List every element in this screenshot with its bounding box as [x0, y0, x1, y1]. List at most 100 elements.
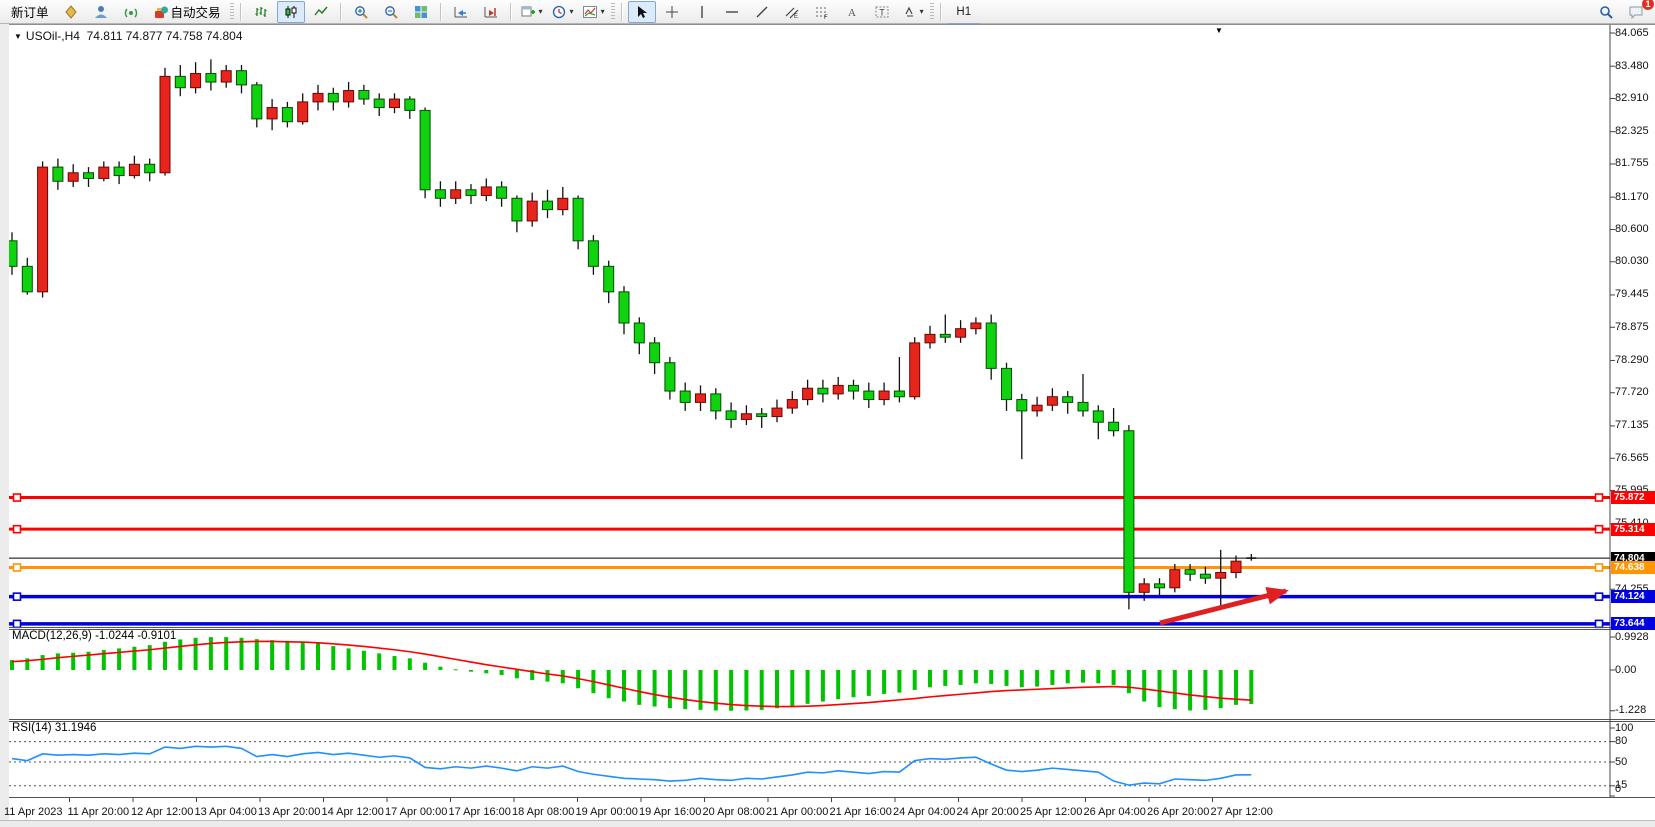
cursor-icon[interactable]: [627, 0, 656, 23]
rsi-line: [11, 745, 1252, 786]
time-label: 20 Apr 08:00: [702, 806, 765, 818]
price-tick: 82.910: [1615, 91, 1649, 104]
hline-handle[interactable]: [1594, 524, 1604, 534]
shift-chart-icon[interactable]: [447, 1, 475, 23]
tile-windows-icon[interactable]: [407, 1, 435, 23]
hline-handle[interactable]: [12, 493, 22, 502]
equidistant-channel-icon[interactable]: E: [778, 1, 806, 23]
candle-body: [664, 362, 676, 392]
time-label: 19 Apr 16:00: [639, 806, 702, 818]
arrows-icon[interactable]: ▾: [898, 1, 927, 23]
price-line-label-73.644: 73.644: [1611, 617, 1655, 631]
hline-handle[interactable]: [1594, 563, 1604, 572]
candle-body: [557, 197, 569, 211]
hline-handle[interactable]: [12, 592, 22, 601]
candle-body: [1215, 572, 1227, 579]
macd-bar: [1126, 670, 1131, 694]
text-label-icon[interactable]: T: [868, 1, 896, 23]
symbol-period: USOil-,H4: [25, 29, 80, 43]
macd-bar: [897, 670, 902, 693]
candle-body: [358, 90, 370, 100]
auto-trading-button[interactable]: 自动交易: [147, 1, 227, 23]
price-tick: 79.445: [1615, 288, 1649, 301]
macd-bar: [775, 670, 779, 709]
auto-trading-label: 自动交易: [170, 6, 221, 20]
ohlc-readout: 74.811 74.877 74.758 74.804: [86, 29, 243, 43]
seal-icon[interactable]: [57, 1, 85, 23]
candle-body: [863, 390, 875, 401]
new-order-button[interactable]: 新订单: [5, 1, 55, 23]
candle-body: [83, 172, 94, 179]
trendline-icon[interactable]: [748, 1, 776, 23]
zoom-out-icon[interactable]: [377, 1, 405, 23]
candle-body: [511, 197, 523, 222]
macd-bar: [392, 656, 397, 670]
macd-bar: [1218, 670, 1223, 709]
candle-body: [1077, 401, 1089, 412]
hline-handle[interactable]: [1594, 493, 1604, 502]
rsi-indicator-label: RSI(14) 31.1946: [12, 722, 97, 734]
macd-bar: [622, 670, 626, 702]
hline-handle[interactable]: [1594, 592, 1604, 601]
macd-bar: [1234, 670, 1238, 705]
signal-icon[interactable]: [117, 1, 145, 23]
macd-bar: [407, 658, 412, 670]
candle-body: [955, 328, 967, 338]
vertical-line-icon[interactable]: [688, 1, 716, 23]
candle-body: [756, 413, 768, 418]
candle-body: [679, 390, 691, 403]
macd-bar: [25, 658, 30, 670]
macd-bar: [1157, 670, 1162, 708]
macd-bar: [866, 670, 871, 696]
red-arrow-annotation[interactable]: [1159, 586, 1289, 626]
macd-bar: [1019, 670, 1024, 688]
price-tick: 83.480: [1615, 59, 1649, 72]
hline-handle[interactable]: [12, 619, 22, 629]
candlestick-chart-icon[interactable]: [276, 0, 305, 23]
hline-handle[interactable]: [1594, 619, 1604, 629]
auto-trading-icon: [154, 6, 168, 18]
candle-body: [144, 163, 156, 174]
candle-body: [128, 163, 140, 177]
bar-chart-icon[interactable]: [247, 1, 275, 23]
macd-bar: [851, 670, 856, 698]
macd-bar: [346, 648, 351, 670]
profile-icon[interactable]: [87, 1, 115, 23]
candle-body: [832, 384, 844, 395]
candle-body: [1031, 404, 1043, 412]
candle-body: [312, 92, 324, 103]
chat-icon[interactable]: 1: [1622, 0, 1654, 23]
shift-end-icon[interactable]: [477, 1, 505, 23]
macd-bar: [316, 643, 320, 670]
macd-axis-tick: 0.9928: [1615, 630, 1649, 643]
macd-bar: [1111, 670, 1116, 685]
horizontal-line-icon[interactable]: [718, 1, 746, 23]
timeframe-button-h1[interactable]: H1: [956, 5, 972, 18]
hline-handle[interactable]: [12, 563, 22, 572]
periods-icon[interactable]: ▾: [548, 1, 577, 23]
candle-body: [1001, 367, 1012, 401]
candle-body: [113, 166, 125, 177]
indicators-icon[interactable]: ▾: [579, 1, 608, 23]
macd-bar: [10, 660, 14, 670]
macd-bar: [163, 641, 167, 670]
macd-bar: [836, 670, 841, 700]
search-icon[interactable]: [1592, 1, 1620, 23]
text-icon[interactable]: A: [838, 1, 866, 23]
macd-axis-tick: -1.228: [1615, 704, 1647, 717]
new-order-label: 新订单: [11, 6, 49, 20]
symbol-dropdown-icon[interactable]: ▼: [14, 32, 22, 41]
crosshair-icon[interactable]: [658, 1, 686, 23]
rsi-axis-tick: 80: [1615, 735, 1628, 748]
candle-body: [327, 92, 339, 103]
fibonacci-icon[interactable]: F: [808, 1, 836, 23]
line-chart-icon[interactable]: [307, 1, 335, 23]
chart-shift-marker-icon[interactable]: ▼: [1215, 26, 1223, 35]
chart-canvas[interactable]: [9, 25, 1655, 820]
zoom-in-icon[interactable]: [347, 1, 375, 23]
new-chart-icon[interactable]: ▾: [517, 1, 546, 23]
hline-handle[interactable]: [12, 524, 22, 534]
macd-bar: [606, 670, 611, 699]
candle-body: [1138, 583, 1150, 593]
price-line-label-74.124: 74.124: [1611, 590, 1655, 604]
